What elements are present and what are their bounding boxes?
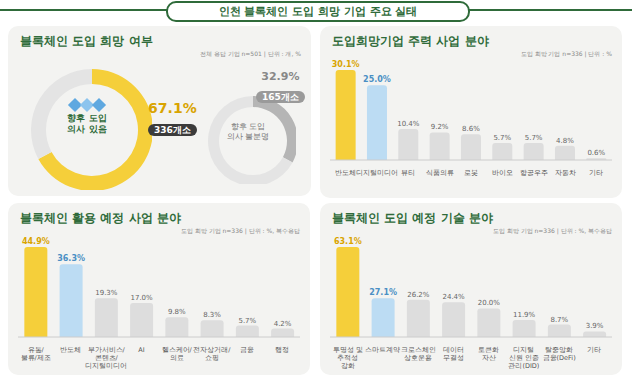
svg-text:스마트계약: 스마트계약 [365,346,400,354]
svg-text:5.7%: 5.7% [525,134,543,142]
svg-text:30.1%: 30.1% [332,60,360,69]
svg-text:36.3%: 36.3% [57,254,85,263]
html-text:의사 불분명: 의사 불분명 [226,132,270,141]
html-text:도입 희망 기업 n=336 | 단위 : %, 복수응답: 도입 희망 기업 n=336 | 단위 : %, 복수응답 [180,227,300,234]
svg-text:5.7%: 5.7% [238,317,256,325]
svg-text:AI: AI [138,346,144,354]
svg-text:17.0%: 17.0% [130,294,153,302]
svg-text:기타: 기타 [587,346,601,354]
html-text:블록체인 활용 예정 사업 분야: 블록체인 활용 예정 사업 분야 [20,211,181,225]
html-text:전체 응답 기업 n=501 | 단위 : 개, %: 전체 응답 기업 n=501 | 단위 : 개, % [199,50,301,57]
svg-text:기타: 기타 [589,169,603,177]
svg-text:63.1%: 63.1% [334,237,362,246]
svg-text:로봇: 로봇 [464,169,478,177]
svg-text:3.9%: 3.9% [586,322,604,330]
svg-text:전자상거래/쇼핑: 전자상거래/쇼핑 [193,346,231,362]
html-text:336개소: 336개소 [154,125,191,135]
svg-text:4.8%: 4.8% [556,137,574,145]
svg-text:뷰티: 뷰티 [401,169,415,177]
svg-text:디지털신원 인증관리(DID): 디지털신원 인증관리(DID) [508,346,539,370]
svg-text:5.7%: 5.7% [493,134,511,142]
svg-text:11.9%: 11.9% [513,311,536,319]
svg-text:8.7%: 8.7% [550,316,568,324]
svg-text:헬스케어/의료: 헬스케어/의료 [162,346,193,362]
svg-text:데이터무결성: 데이터무결성 [443,346,464,362]
html-text:향후 도입: 향후 도입 [230,122,266,131]
html-text:블록체인 도입 예정 기술 분야: 블록체인 도입 예정 기술 분야 [332,211,493,225]
svg-text:26.2%: 26.2% [407,291,430,299]
svg-text:24.4%: 24.4% [442,293,465,301]
svg-text:10.4%: 10.4% [397,120,420,128]
svg-text:부가서비스/콘텐츠/디지털미디어: 부가서비스/콘텐츠/디지털미디어 [85,346,127,370]
svg-text:반도체: 반도체 [335,169,356,177]
svg-text:19.3%: 19.3% [95,289,118,297]
svg-text:식품의류: 식품의류 [426,169,454,177]
svg-text:4.2%: 4.2% [274,320,292,328]
svg-text:바이오: 바이오 [492,169,513,177]
svg-text:반도체: 반도체 [60,346,81,354]
svg-text:유통/물류/제조: 유통/물류/제조 [21,346,51,362]
svg-text:금융: 금융 [240,346,254,354]
svg-text:행정: 행정 [275,346,289,354]
html-text:도입 희망 기업 n=336 | 단위 : %, 복수응답: 도입 희망 기업 n=336 | 단위 : %, 복수응답 [492,227,612,234]
html-text:인천 블록체인 도입 희망 기업 주요 실태: 인천 블록체인 도입 희망 기업 주요 실태 [218,5,418,18]
html-text:165개소: 165개소 [262,92,299,102]
html-text:32.9%: 32.9% [261,70,300,83]
svg-text:자동차: 자동차 [555,169,576,177]
html-text:도입희망기업 주력 사업 분야: 도입희망기업 주력 사업 분야 [332,34,489,48]
svg-text:25.0%: 25.0% [363,75,391,84]
svg-text:토큰화자산: 토큰화자산 [478,346,499,362]
svg-text:탈중앙화금융(DeFi): 탈중앙화금융(DeFi) [543,346,576,362]
svg-text:44.9%: 44.9% [22,237,50,246]
html-text:67.1%: 67.1% [148,100,197,116]
html-text:도입 희망 기업 n=336 | 단위 : %: 도입 희망 기업 n=336 | 단위 : % [520,50,612,57]
svg-text:9.2%: 9.2% [431,123,449,131]
html-text:의사 있음: 의사 있음 [67,124,107,134]
svg-text:20.0%: 20.0% [478,299,501,307]
svg-text:항공우주: 항공우주 [520,169,548,177]
html-text:블록체인 도입 희망 여부: 블록체인 도입 희망 여부 [20,34,153,48]
svg-text:0.6%: 0.6% [587,149,605,157]
svg-text:27.1%: 27.1% [369,288,397,297]
svg-text:크로스체인상호운용: 크로스체인상호운용 [401,346,436,362]
svg-text:디지털미디어: 디지털미디어 [356,169,398,177]
svg-text:8.6%: 8.6% [462,125,480,133]
svg-text:8.3%: 8.3% [203,311,221,319]
html-text:향후 도입: 향후 도입 [67,113,107,123]
svg-text:투명성 및추적성강화: 투명성 및추적성강화 [333,346,363,370]
svg-text:9.8%: 9.8% [168,308,186,316]
